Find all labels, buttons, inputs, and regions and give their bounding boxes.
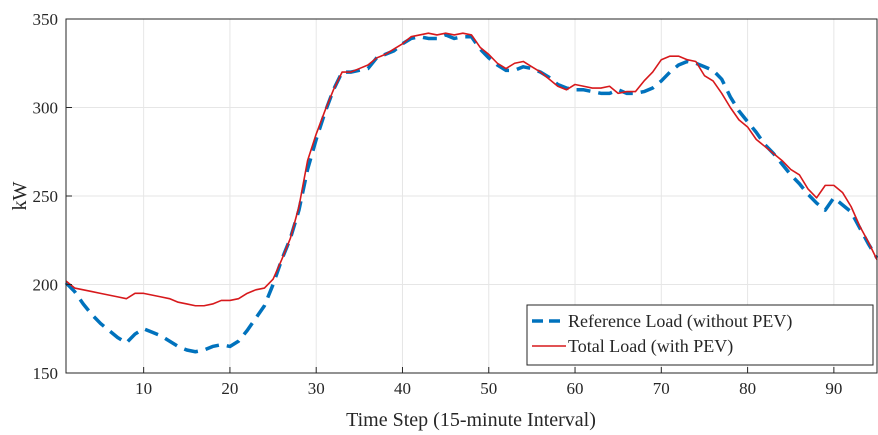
- x-tick-label: 30: [308, 379, 325, 398]
- legend-label-total-load: Total Load (with PEV): [568, 336, 733, 357]
- series-total-load-line: [65, 32, 878, 307]
- legend: Reference Load (without PEV) Total Load …: [526, 304, 874, 366]
- x-tick-label: 10: [135, 379, 152, 398]
- x-tick-label: 50: [480, 379, 497, 398]
- x-axis-label: Time Step (15-minute Interval): [346, 409, 596, 431]
- x-tick-label: 70: [653, 379, 670, 398]
- x-tick-label: 60: [567, 379, 584, 398]
- legend-label-reference-load: Reference Load (without PEV): [568, 311, 792, 332]
- grid-lines: [66, 19, 877, 373]
- series-layer: [64, 32, 878, 354]
- legend-box: [526, 304, 874, 366]
- x-tick-label: 40: [394, 379, 411, 398]
- x-tick-label: 20: [221, 379, 238, 398]
- y-tick-label: 300: [33, 99, 59, 118]
- y-tick-label: 150: [33, 364, 59, 383]
- axis-ticks: 10 20 30 40 50 60 70 80 90 150 200 250 300 350: [33, 10, 843, 398]
- series-reference-load-line: [64, 33, 878, 354]
- x-tick-label: 80: [739, 379, 756, 398]
- y-axis-label: kW: [9, 181, 31, 210]
- y-tick-label: 200: [33, 276, 59, 295]
- y-tick-label: 250: [33, 187, 59, 206]
- x-tick-label: 90: [825, 379, 842, 398]
- y-tick-label: 350: [33, 10, 59, 29]
